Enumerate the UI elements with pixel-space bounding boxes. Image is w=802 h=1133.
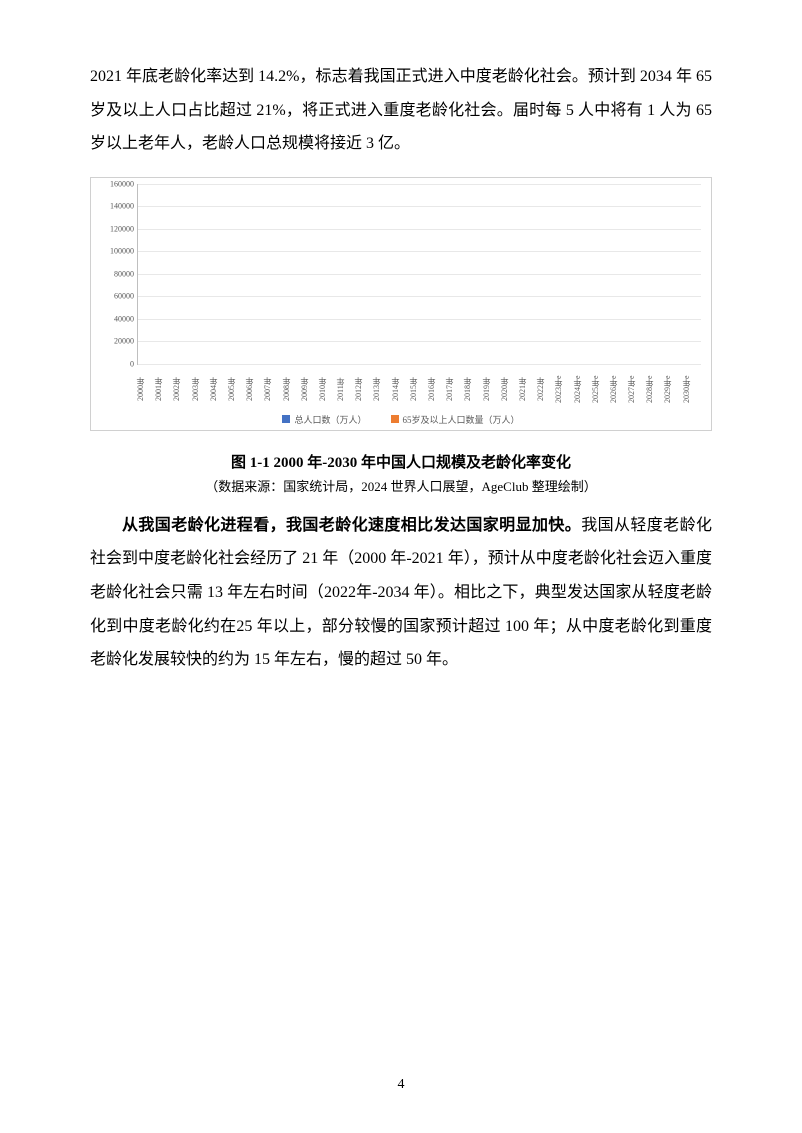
x-tick-label: 2030年e <box>683 367 701 411</box>
page-number: 4 <box>0 1077 802 1093</box>
legend-total: 总人口数（万人） <box>282 413 366 426</box>
paragraph-1: 2021 年底老龄化率达到 14.2%，标志着我国正式进入中度老龄化社会。预计到… <box>90 60 712 161</box>
chart-legend: 总人口数（万人） 65岁及以上人口数量（万人） <box>97 413 705 426</box>
x-tick-label: 2003年 <box>192 367 210 411</box>
y-tick-label: 80000 <box>98 269 134 278</box>
x-tick-label: 2019年 <box>483 367 501 411</box>
x-tick-label: 2023年e <box>555 367 573 411</box>
x-tick-label: 2017年 <box>446 367 464 411</box>
x-tick-label: 2012年 <box>355 367 373 411</box>
x-tick-label: 2021年 <box>519 367 537 411</box>
legend-elderly: 65岁及以上人口数量（万人） <box>391 413 520 426</box>
legend-swatch-elderly <box>391 415 399 423</box>
y-tick-label: 100000 <box>98 247 134 256</box>
y-tick-label: 0 <box>98 359 134 368</box>
bars-container <box>138 184 701 364</box>
x-tick-label: 2020年 <box>501 367 519 411</box>
paragraph-2-lead: 从我国老龄化进程看，我国老龄化速度相比发达国家明显加快。 <box>122 517 581 534</box>
chart-caption: 图 1-1 2000 年-2030 年中国人口规模及老龄化率变化 <box>90 451 712 472</box>
chart-source: （数据来源：国家统计局，2024 世界人口展望，AgeClub 整理绘制） <box>90 476 712 495</box>
x-tick-label: 2024年e <box>574 367 592 411</box>
x-tick-label: 2002年 <box>173 367 191 411</box>
x-tick-label: 2005年 <box>228 367 246 411</box>
x-tick-label: 2028年e <box>646 367 664 411</box>
x-tick-label: 2029年e <box>664 367 682 411</box>
population-chart: 0 20000 40000 60000 80000 100000 120000 140000 1… <box>90 177 712 431</box>
y-tick-label: 140000 <box>98 202 134 211</box>
x-tick-label: 2008年 <box>283 367 301 411</box>
x-tick-label: 2027年e <box>628 367 646 411</box>
x-tick-label: 2025年e <box>592 367 610 411</box>
chart-x-labels: 2000年2001年2002年2003年2004年2005年2006年2007年… <box>137 367 701 411</box>
x-tick-label: 2015年 <box>410 367 428 411</box>
legend-swatch-total <box>282 415 290 423</box>
y-tick-label: 20000 <box>98 337 134 346</box>
x-tick-label: 2016年 <box>428 367 446 411</box>
x-tick-label: 2010年 <box>319 367 337 411</box>
x-tick-label: 2011年 <box>337 367 355 411</box>
x-tick-label: 2006年 <box>246 367 264 411</box>
legend-label-elderly: 65岁及以上人口数量（万人） <box>403 413 520 426</box>
paragraph-2: 从我国老龄化进程看，我国老龄化速度相比发达国家明显加快。我国从轻度老龄化社会到中… <box>90 509 712 677</box>
y-tick-label: 60000 <box>98 292 134 301</box>
paragraph-2-rest: 我国从轻度老龄化社会到中度老龄化社会经历了 21 年（2000 年-2021 年… <box>90 517 712 668</box>
x-tick-label: 2014年 <box>392 367 410 411</box>
x-tick-label: 2018年 <box>464 367 482 411</box>
y-tick-label: 40000 <box>98 314 134 323</box>
x-tick-label: 2004年 <box>210 367 228 411</box>
legend-label-total: 总人口数（万人） <box>294 413 366 426</box>
x-tick-label: 2026年e <box>610 367 628 411</box>
x-tick-label: 2000年 <box>137 367 155 411</box>
gridline <box>138 364 701 365</box>
x-tick-label: 2009年 <box>301 367 319 411</box>
x-tick-label: 2013年 <box>373 367 391 411</box>
x-tick-label: 2022年 <box>537 367 555 411</box>
y-tick-label: 160000 <box>98 179 134 188</box>
x-tick-label: 2001年 <box>155 367 173 411</box>
x-tick-label: 2007年 <box>264 367 282 411</box>
chart-plot-area: 0200004000060000800001000001200001400001… <box>137 184 701 365</box>
y-tick-label: 120000 <box>98 224 134 233</box>
